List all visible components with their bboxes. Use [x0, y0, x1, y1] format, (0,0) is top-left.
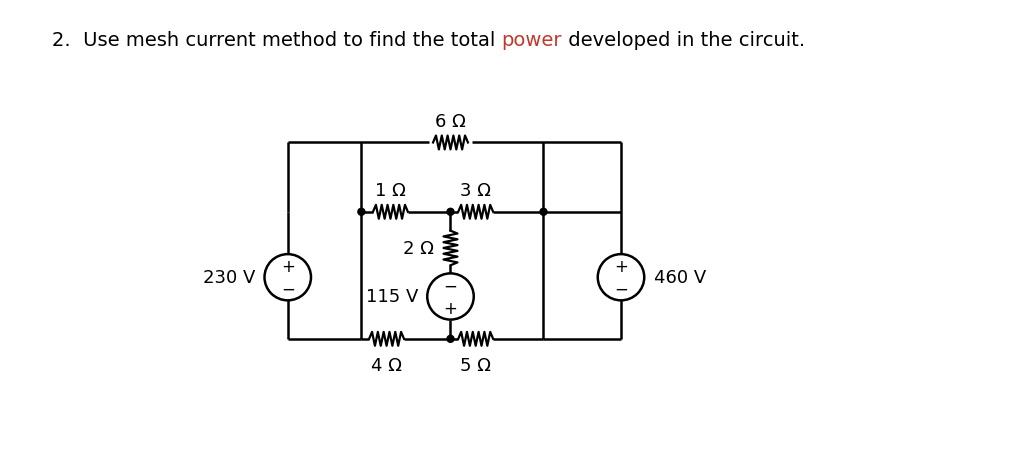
Circle shape	[447, 209, 454, 216]
Text: +: +	[280, 258, 295, 276]
Circle shape	[447, 336, 454, 343]
Text: −: −	[443, 277, 458, 295]
Text: 3 Ω: 3 Ω	[460, 182, 491, 200]
Text: 230 V: 230 V	[203, 268, 256, 287]
Circle shape	[540, 209, 547, 216]
Text: 4 Ω: 4 Ω	[371, 356, 402, 374]
Text: 115 V: 115 V	[366, 288, 418, 306]
Text: 2 Ω: 2 Ω	[402, 239, 433, 258]
Text: 460 V: 460 V	[654, 268, 706, 287]
Text: 5 Ω: 5 Ω	[460, 356, 491, 374]
Text: +: +	[443, 299, 458, 317]
Text: −: −	[614, 280, 628, 298]
Text: developed in the circuit.: developed in the circuit.	[562, 31, 805, 50]
Text: 6 Ω: 6 Ω	[435, 113, 466, 131]
Circle shape	[358, 209, 365, 216]
Text: +: +	[614, 258, 628, 276]
Text: 1 Ω: 1 Ω	[375, 182, 406, 200]
Text: −: −	[280, 280, 295, 298]
Text: power: power	[501, 31, 562, 50]
Text: 2.  Use mesh current method to find the total: 2. Use mesh current method to find the t…	[52, 31, 501, 50]
